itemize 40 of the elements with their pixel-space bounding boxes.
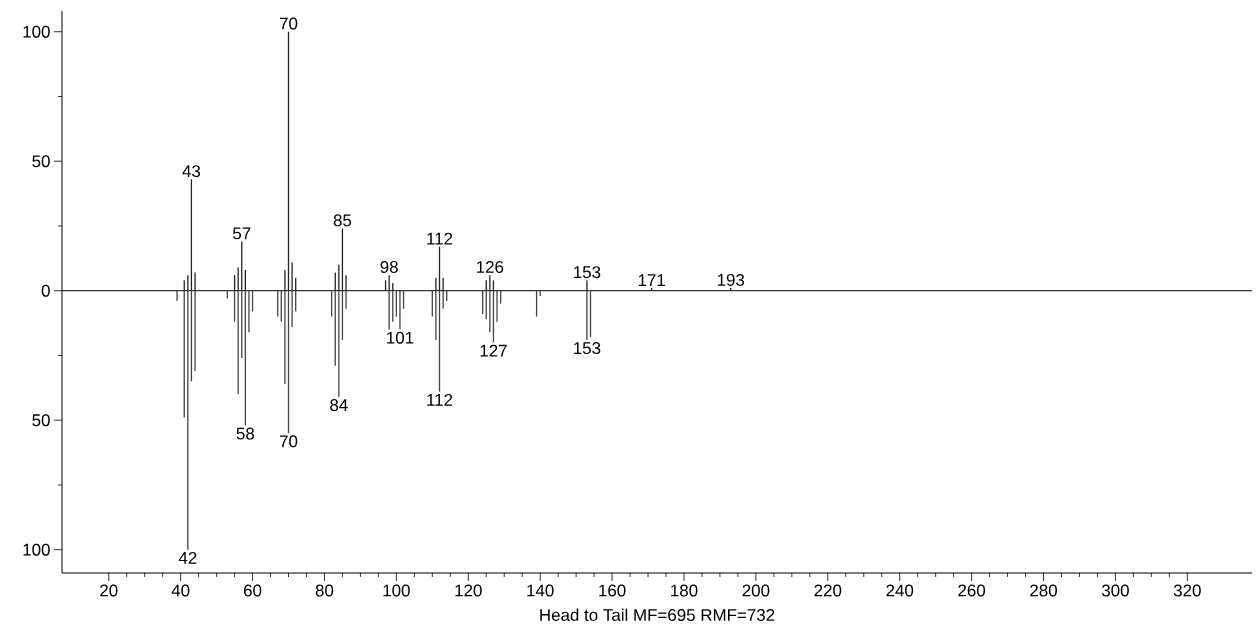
x-tick-label: 220: [814, 584, 842, 597]
x-tick-label: 280: [1030, 584, 1057, 597]
annotation: 98: [380, 260, 398, 273]
annotation: 58: [236, 427, 255, 440]
annotation: 171: [638, 274, 665, 286]
y-tick-label: 100: [23, 543, 50, 556]
y-tick-label: 0: [41, 284, 50, 297]
annotation: 70: [279, 435, 298, 448]
x-tick-label: 200: [742, 584, 770, 597]
annotation: 85: [333, 214, 352, 227]
annotation: 153: [574, 266, 601, 279]
x-tick-label: 300: [1101, 584, 1129, 597]
x-tick-label: 20: [100, 584, 118, 597]
annotation: 101: [387, 331, 414, 344]
x-tick-label: 320: [1173, 584, 1201, 597]
x-tick-label: 120: [455, 584, 482, 597]
annotation: 57: [233, 227, 251, 240]
x-tick-label: 80: [315, 584, 334, 597]
x-tick-label: 240: [886, 584, 914, 597]
annotation: 193: [717, 273, 745, 286]
x-tick-label: 260: [958, 584, 986, 597]
x-tick-label: 60: [243, 584, 262, 597]
x-tick-label: 100: [383, 584, 410, 597]
annotation: 112: [427, 393, 453, 406]
text: Head to Tail MF=695 RMF=732: [540, 608, 775, 621]
y-tick-label: 50: [32, 155, 50, 168]
x-tick-label: 40: [171, 584, 190, 597]
x-tick-label: 160: [599, 584, 626, 597]
annotation: 127: [480, 344, 507, 357]
annotation: 42: [178, 551, 197, 564]
annotation: 43: [182, 165, 201, 178]
x-tick-label: 180: [671, 584, 698, 597]
x-tick-label: 140: [527, 584, 554, 597]
y-tick-label: 50: [32, 414, 50, 427]
annotation: 84: [330, 399, 348, 412]
annotation: 126: [477, 260, 504, 273]
annotation: 70: [279, 17, 298, 30]
y-tick-label: 100: [23, 25, 50, 38]
annotation: 112: [427, 232, 453, 245]
annotation: 153: [574, 342, 601, 355]
